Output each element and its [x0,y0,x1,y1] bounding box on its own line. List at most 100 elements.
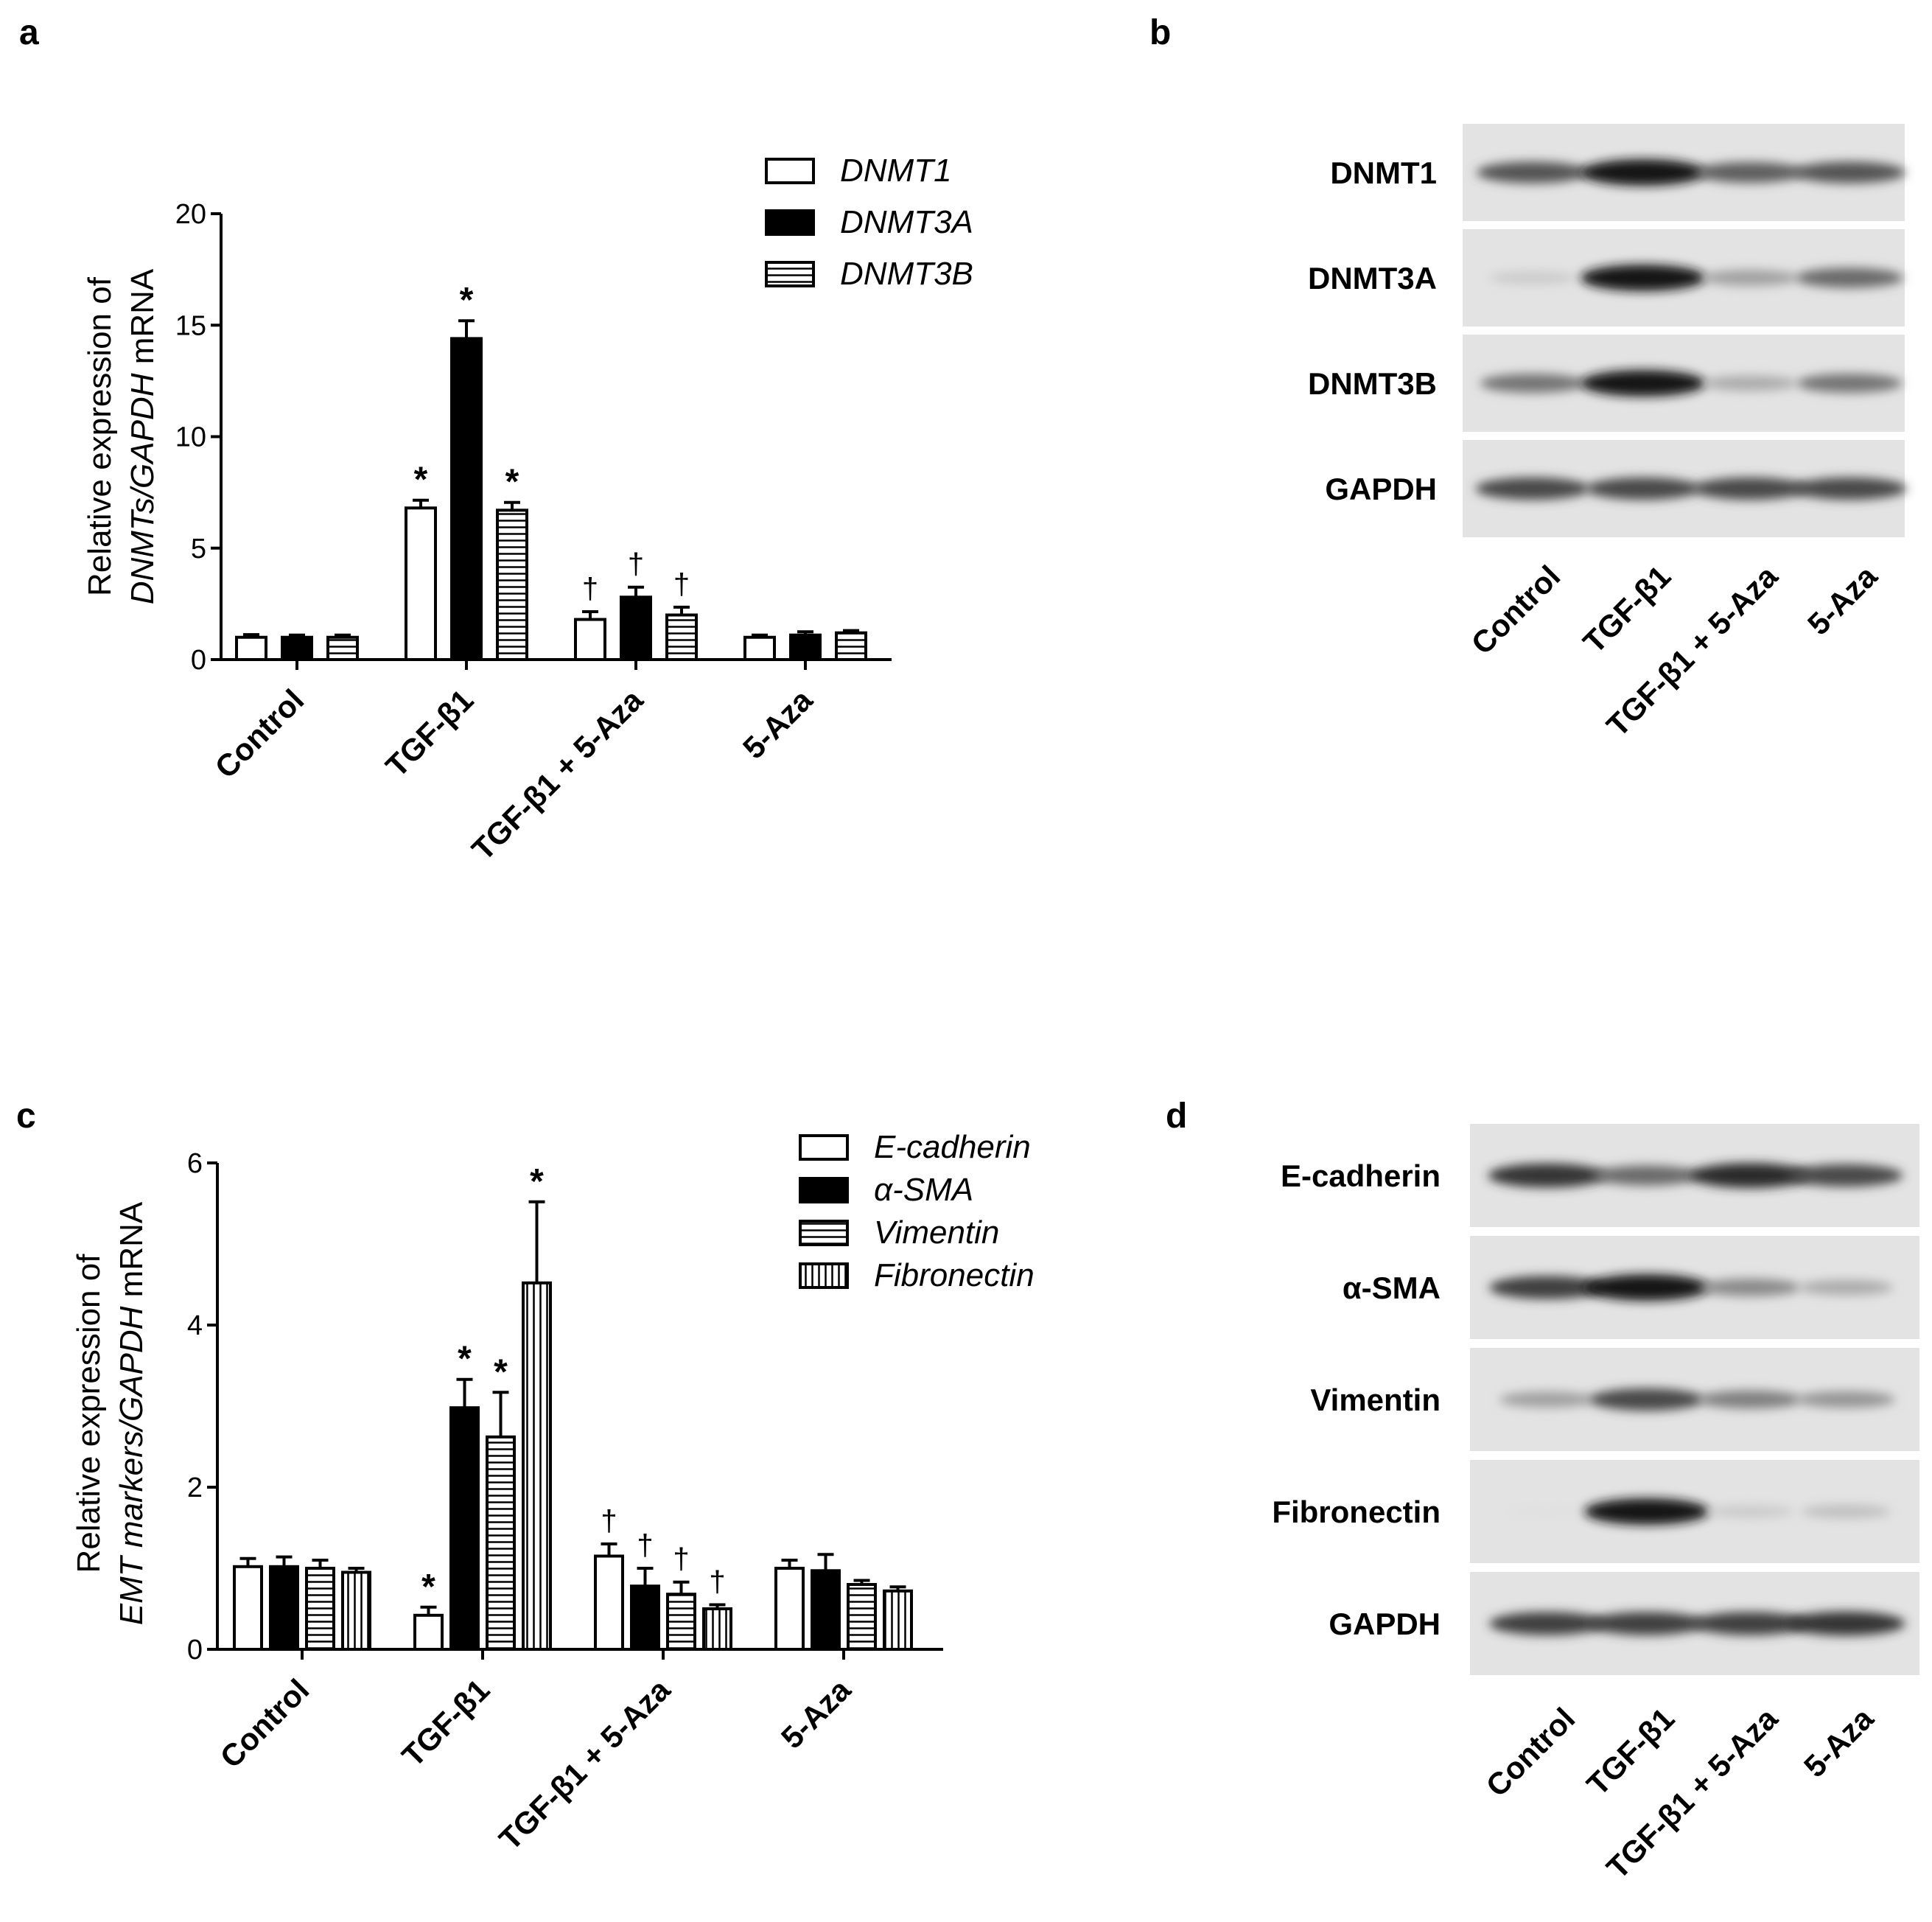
significance-dagger: † [709,1566,725,1598]
blot-band [1796,268,1903,288]
bar-dnmt1-control [235,635,267,661]
blot-band [1796,1391,1895,1408]
bar-vimentin-control [305,1567,335,1651]
y-axis-label: Relative expression of [71,1254,107,1573]
bar-e-cadherin-tgf-1-5-aza [594,1554,624,1651]
blot-band [1581,159,1706,186]
blot-band [1499,1391,1596,1408]
bar-sma-tgf-1-5-aza [630,1584,660,1651]
blot-band [1801,1504,1891,1519]
significance-asterisk: * [458,1340,472,1379]
y-tick-label: 5 [191,534,206,565]
significance-asterisk: * [505,463,519,502]
legend-swatch-dnmt1 [765,158,815,184]
significance-asterisk: * [414,461,428,500]
bar-fibronectin-5-aza [883,1589,913,1652]
y-axis-label: Relative expression of [82,276,118,596]
blot-band [1584,1498,1709,1525]
blot-band [1593,1165,1701,1186]
x-tick-label: TGF-β1 [395,1672,496,1773]
blot-band [1477,161,1589,184]
significance-dagger: † [582,573,598,605]
panel-letter-d: d [1166,1097,1187,1136]
y-tick-label: 0 [191,645,206,676]
y-axis-label: EMT markers/GAPDH mRNA [113,1201,150,1625]
bar-dnmt1-5-aza [743,635,776,661]
y-tick-label: 2 [187,1472,203,1503]
blot-band [1589,1388,1704,1411]
blot-band [1788,1164,1903,1187]
panel-letter-a: a [19,13,39,52]
blot-lane-label: Control [1480,1701,1582,1803]
blot-band [1703,375,1797,391]
blot-label-dnmt3a: DNMT3A [1308,261,1437,296]
x-tick-label: 5-Aza [774,1672,858,1755]
blot-label-sma: α-SMA [1343,1271,1441,1305]
bar-vimentin-tgf-1-5-aza [666,1593,696,1651]
blot-band [1693,477,1807,500]
panel-letter-b: b [1149,13,1171,52]
blot-label-dnmt3b: DNMT3B [1308,366,1437,401]
bar-sma-control [269,1565,299,1652]
blot-band [1695,161,1805,184]
blot-lane-label: Control [1465,559,1567,661]
blot-band [1706,1505,1794,1518]
legend-swatch-e-cadherin [799,1134,849,1161]
legend-label-dnmt3b: DNMT3B [840,256,973,292]
bar-dnmt3b-tgf-1 [496,509,528,662]
bar-vimentin-5-aza [847,1583,877,1651]
blot-band [1796,373,1903,394]
blot-band [1584,1274,1709,1301]
x-tick-label: Control [214,1672,316,1775]
blot-band [1475,477,1590,500]
blot-band [1690,1163,1810,1188]
x-tick-label: TGF-β1 [379,682,480,783]
legend-label-dnmt3a: DNMT3A [840,204,973,240]
bar-sma-5-aza [811,1569,841,1652]
bar-dnmt3a-tgf-1-5-aza [620,595,652,661]
legend-swatch-fibronectin [799,1262,849,1289]
y-tick-label: 15 [175,310,206,341]
legend-label-fibronectin: Fibronectin [874,1257,1035,1293]
significance-asterisk: * [494,1352,508,1391]
blot-band [1488,1163,1607,1188]
blot-band [1488,271,1577,284]
bar-vimentin-tgf-1 [486,1435,516,1652]
bar-fibronectin-control [341,1570,371,1651]
bar-fibronectin-tgf-1-5-aza [702,1607,732,1651]
blot-label-gapdh: GAPDH [1329,1607,1441,1641]
y-axis-label-part: Relative expression of [71,1254,107,1573]
blot-label-vimentin: Vimentin [1310,1383,1441,1417]
bar-dnmt3a-5-aza [789,633,822,661]
bar-dnmt1-tgf-1 [405,506,437,661]
bar-dnmt3b-tgf-1-5-aza [665,613,698,661]
blot-label-dnmt1: DNMT1 [1330,155,1437,190]
bar-dnmt1-tgf-1-5-aza [574,618,606,661]
blot-band [1792,477,1907,500]
x-tick-label: TGF-β1 + 5-Aza [465,682,650,867]
y-axis-label-part: mRNA [125,268,161,373]
bar-e-cadherin-5-aza [774,1567,805,1651]
significance-dagger: † [673,1543,689,1576]
blot-label-gapdh: GAPDH [1325,472,1437,506]
blot-band [1489,1612,1606,1635]
blot-band [1489,1276,1606,1299]
legend-label-sma: α-SMA [874,1172,973,1208]
y-axis-label-part: Relative expression of [82,276,118,596]
significance-asterisk: * [530,1162,544,1201]
y-axis-label-part: mRNA [113,1201,150,1306]
blot-lane-label: TGF-β1 [1580,1701,1681,1802]
bar-dnmt3a-tgf-1 [450,337,483,661]
significance-dagger: † [673,568,690,601]
y-tick-label: 10 [175,422,206,453]
blot-lane-label: TGF-β1 + 5-Aza [1600,1701,1785,1886]
blot-band [1799,1279,1893,1296]
significance-asterisk: * [460,281,474,320]
blot-label-e-cadherin: E-cadherin [1281,1159,1441,1193]
blot-band [1786,1611,1905,1636]
bar-chart-dnmts: 0 5 10 15 20 Relative expression of DNMTs/GAPD… [82,153,973,867]
legend-label-e-cadherin: E-cadherin [874,1129,1031,1165]
y-axis-label: DNMTs/GAPDH mRNA [125,268,161,604]
y-axis-label-part: EMT markers/GAPDH [113,1306,150,1625]
bar-e-cadherin-control [233,1565,263,1652]
